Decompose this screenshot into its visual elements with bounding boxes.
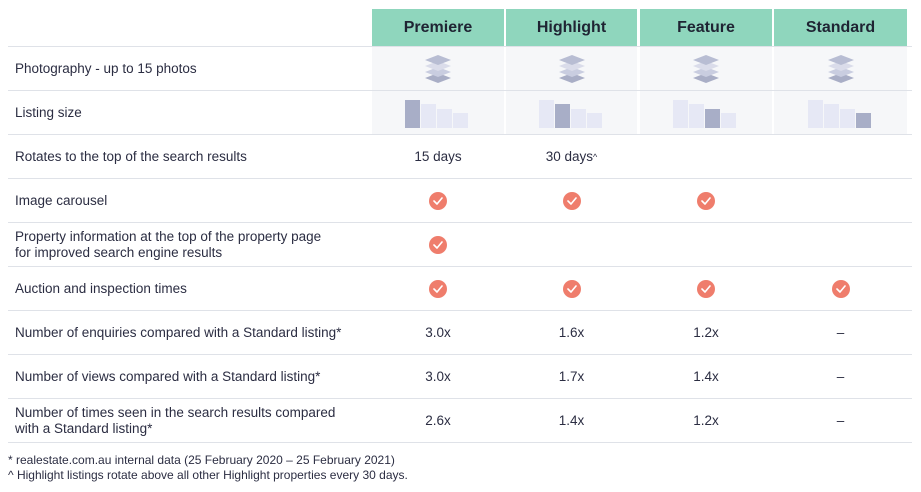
- views-premiere: 3.0x: [425, 369, 451, 384]
- footnote-caret: ^: [593, 151, 598, 162]
- table-row: Number of times seen in the search resul…: [8, 399, 912, 443]
- enquiries-premiere: 3.0x: [425, 325, 451, 340]
- photo-layers-icon: [506, 47, 637, 90]
- header-divider: [8, 46, 912, 47]
- table-header: Premiere Highlight Feature Standard: [8, 9, 912, 46]
- size-bars-icon: [372, 91, 504, 134]
- check-icon: [697, 191, 715, 210]
- check-icon: [562, 279, 581, 298]
- comparison-table: Premiere Highlight Feature Standard Phot…: [8, 9, 912, 443]
- seen-standard: –: [836, 413, 845, 428]
- row-label-photography: Photography - up to 15 photos: [15, 60, 197, 76]
- column-header-feature: Feature: [640, 9, 772, 46]
- table-row: Image carousel: [8, 179, 912, 223]
- table-row: Number of views compared with a Standard…: [8, 355, 912, 399]
- highlight-rotate-value: 30 days ^: [506, 135, 637, 178]
- row-label-seen: Number of times seen in the search resul…: [15, 399, 365, 442]
- enquiries-feature: 1.2x: [693, 325, 719, 340]
- row-label-image-carousel: Image carousel: [15, 192, 108, 208]
- row-label-auction: Auction and inspection times: [15, 280, 187, 296]
- column-header-premiere: Premiere: [372, 9, 504, 46]
- seen-feature: 1.2x: [693, 413, 719, 428]
- enquiries-standard: –: [836, 325, 845, 340]
- enquiries-highlight: 1.6x: [558, 325, 585, 340]
- size-bars-icon: [640, 91, 772, 134]
- table-row: Auction and inspection times: [8, 267, 912, 311]
- check-icon: [429, 279, 447, 298]
- check-icon: [429, 191, 447, 210]
- seen-premiere: 2.6x: [425, 413, 451, 428]
- row-label-line: for improved search engine results: [15, 244, 223, 260]
- check-icon: [429, 235, 447, 254]
- row-label-line: Number of times seen in the search resul…: [15, 404, 336, 420]
- footnotes: * realestate.com.au internal data (25 Fe…: [8, 453, 408, 483]
- row-label-property-info: Property information at the top of the p…: [15, 223, 365, 266]
- footnote-data-source: * realestate.com.au internal data (25 Fe…: [8, 453, 395, 467]
- footnote-highlight-rotation: ^ Highlight listings rotate above all ot…: [8, 468, 408, 482]
- row-label-line: Property information at the top of the p…: [15, 228, 322, 244]
- views-feature: 1.4x: [693, 369, 719, 384]
- check-icon: [831, 279, 850, 298]
- premiere-rotate-value: 15 days: [414, 149, 462, 164]
- table-row: Number of enquiries compared with a Stan…: [8, 311, 912, 355]
- photo-layers-icon: [774, 47, 907, 90]
- table-row: Property information at the top of the p…: [8, 223, 912, 267]
- row-label-views: Number of views compared with a Standard…: [15, 368, 321, 384]
- photo-layers-icon: [640, 47, 772, 90]
- table-row: Rotates to the top of the search results…: [8, 135, 912, 179]
- column-header-standard: Standard: [774, 9, 907, 46]
- highlight-rotate-text: 30 days: [545, 149, 594, 164]
- table-row: Photography - up to 15 photos: [8, 47, 912, 91]
- size-bars-icon: [506, 91, 637, 134]
- check-icon: [562, 191, 581, 210]
- row-label-line: with a Standard listing*: [15, 420, 153, 436]
- size-bars-icon: [774, 91, 907, 134]
- row-label-enquiries: Number of enquiries compared with a Stan…: [15, 324, 342, 340]
- row-label-listing-size: Listing size: [15, 104, 82, 120]
- views-standard: –: [836, 369, 845, 384]
- table-row: Listing size: [8, 91, 912, 135]
- photo-layers-icon: [372, 47, 504, 90]
- check-icon: [697, 279, 715, 298]
- seen-highlight: 1.4x: [558, 413, 585, 428]
- views-highlight: 1.7x: [558, 369, 585, 384]
- column-header-highlight: Highlight: [506, 9, 637, 46]
- row-label-rotates: Rotates to the top of the search results: [15, 148, 247, 164]
